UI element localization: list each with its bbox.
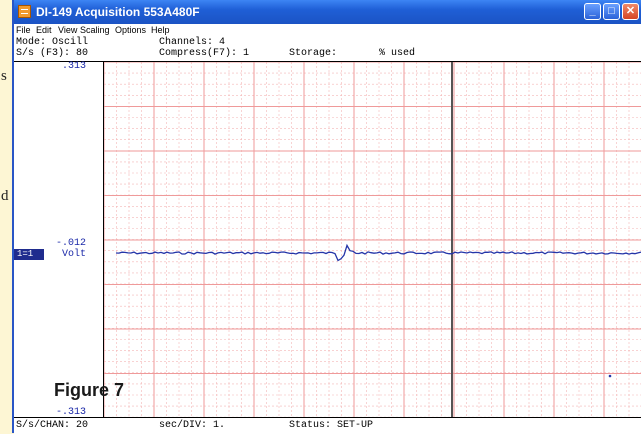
window-title: DI-149 Acquisition 553A480F — [36, 5, 200, 19]
scale-bottom-value: -.313 — [56, 407, 87, 418]
acquisition-window: DI-149 Acquisition 553A480F _ □ ✕ File E… — [12, 0, 641, 434]
stray-point — [608, 374, 612, 378]
chan-rate-readout: S/s/CHAN: 20 — [16, 420, 89, 431]
menu-edit[interactable]: Edit — [36, 25, 52, 35]
mode-readout: Mode: Oscill — [16, 37, 89, 48]
signal-trace — [115, 243, 641, 262]
plot-area[interactable]: .313 -.012 1=1 Volt -.313 — [14, 61, 641, 418]
sample-rate-readout: S/s (F3): 80 — [16, 48, 89, 59]
menu-view[interactable]: View — [58, 25, 78, 35]
title-bar[interactable]: DI-149 Acquisition 553A480F _ □ ✕ — [14, 0, 641, 24]
compress-readout: Compress(F7): 1 — [159, 48, 250, 59]
side-text-middle: d — [1, 188, 9, 204]
close-button[interactable]: ✕ — [622, 3, 639, 20]
channels-readout: Channels: 4 — [159, 37, 226, 48]
menu-scaling[interactable]: Scaling — [80, 25, 110, 35]
oscilloscope-grid[interactable] — [104, 62, 641, 418]
scale-mid-value: -.012 — [56, 238, 87, 249]
menu-help[interactable]: Help — [151, 25, 170, 35]
figure-label: Figure 7 — [54, 380, 125, 400]
scale-top-value: .313 — [62, 61, 87, 72]
channel-badge[interactable]: 1=1 — [14, 249, 44, 260]
unit-label: Volt — [62, 249, 87, 260]
side-text-top: s — [1, 68, 7, 84]
sec-div-readout: sec/DIV: 1. — [159, 420, 226, 431]
storage-readout: Storage: — [289, 48, 338, 59]
used-readout: % used — [379, 48, 416, 59]
scale-panel: .313 -.012 1=1 Volt -.313 — [14, 61, 104, 418]
acq-status-readout: Status: SET-UP — [289, 420, 374, 431]
menu-options[interactable]: Options — [115, 25, 147, 35]
bottom-status-bar: S/s/CHAN: 20 sec/DIV: 1. Status: SET-UP — [14, 417, 641, 434]
minimize-button[interactable]: _ — [584, 3, 601, 20]
status-panel: Mode: Oscill Channels: 4 S/s (F3): 80 Co… — [14, 37, 641, 61]
maximize-button[interactable]: □ — [603, 3, 620, 20]
major-gridlines — [104, 62, 641, 418]
menu-bar: File Edit View Scaling Options Help — [14, 24, 641, 37]
app-icon — [18, 5, 31, 18]
menu-file[interactable]: File — [16, 25, 31, 35]
